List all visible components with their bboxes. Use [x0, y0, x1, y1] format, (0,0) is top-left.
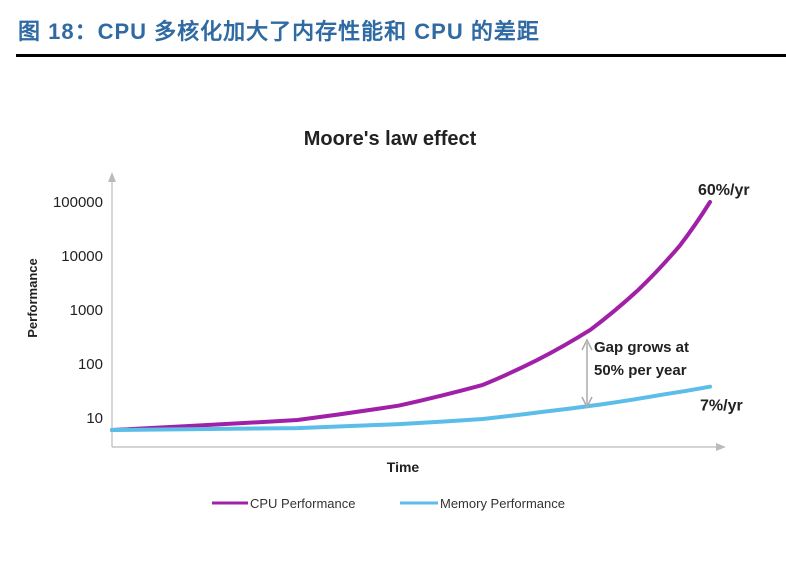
- series-end-label: 7%/yr: [700, 398, 743, 415]
- legend-label-memory: Memory Performance: [440, 496, 565, 511]
- legend: CPU Performance Memory Performance: [212, 496, 565, 511]
- figure-title: 图 18：CPU 多核化加大了内存性能和 CPU 的差距: [18, 19, 540, 44]
- gap-arrow-head-down: [581, 396, 593, 409]
- y-axis-label: Performance: [25, 258, 40, 337]
- y-tick-label: 100: [78, 356, 103, 373]
- title-rule: [16, 54, 786, 57]
- gap-annotation-line1: Gap grows at: [594, 339, 689, 356]
- y-tick-label: 10000: [61, 248, 103, 265]
- x-axis-label: Time: [387, 459, 420, 475]
- gap-annotation-line2: 50% per year: [594, 362, 687, 379]
- gap-annotation: Gap grows at 50% per year: [581, 338, 689, 409]
- y-tick-label: 10: [86, 410, 103, 427]
- y-axis-arrow: [108, 172, 116, 182]
- y-tick-label: 1000: [70, 302, 103, 319]
- x-axis-arrow: [716, 443, 726, 451]
- chart-title: Moore's law effect: [304, 128, 477, 150]
- series-end-label: 60%/yr: [698, 182, 750, 199]
- series-line-cpu: [110, 200, 712, 432]
- y-tick-label: 100000: [53, 194, 103, 211]
- gap-arrow-head-up: [581, 338, 593, 351]
- series-line-memory: [110, 384, 712, 432]
- legend-label-cpu: CPU Performance: [250, 496, 355, 511]
